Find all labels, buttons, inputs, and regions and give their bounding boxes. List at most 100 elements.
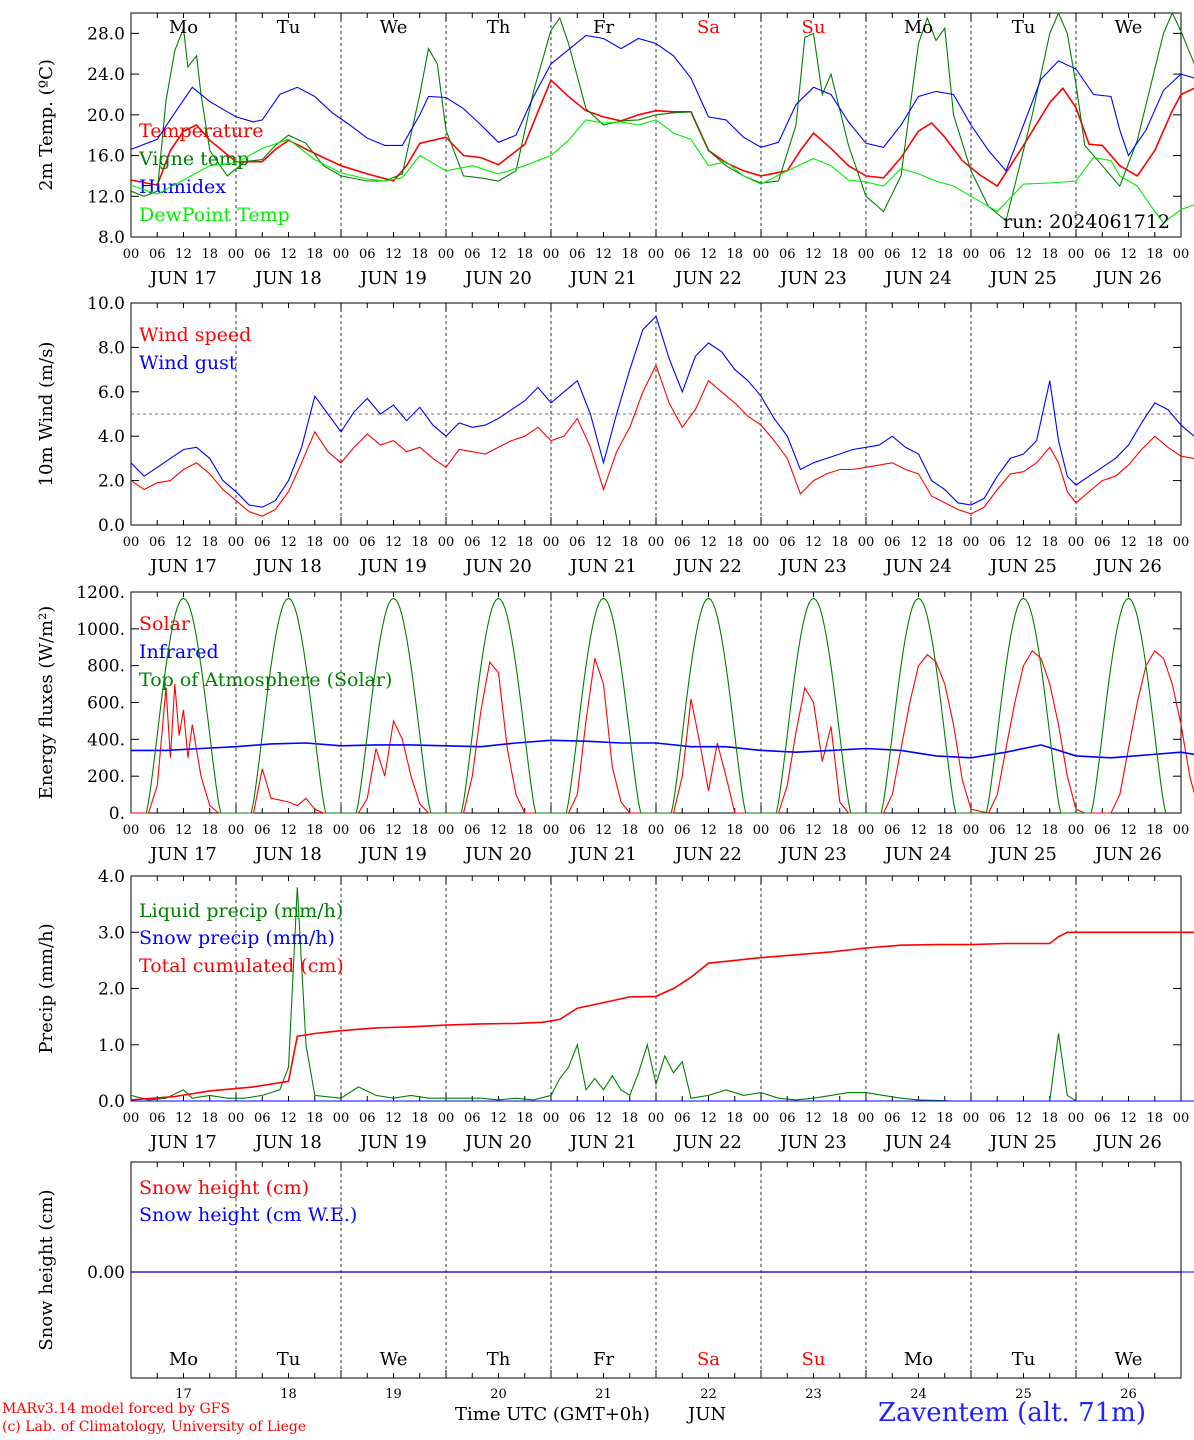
x-hour-label: 12	[175, 535, 192, 550]
legend-wind-gust: Wind gust	[139, 352, 237, 374]
x-hour-label: 00	[858, 823, 875, 838]
x-hour-label: 00	[1173, 1111, 1190, 1126]
x-hour-label: 18	[1041, 247, 1058, 262]
x-day-number: 26	[1120, 1387, 1137, 1402]
x-hour-label: 00	[543, 1111, 560, 1126]
x-hour-label: 18	[516, 247, 533, 262]
x-hour-label: 06	[359, 247, 376, 262]
x-hour-label: 06	[254, 535, 271, 550]
x-day-number: 21	[595, 1387, 612, 1402]
x-hour-label: 06	[989, 535, 1006, 550]
y-tick-label: 10.0	[87, 294, 125, 314]
x-hour-label: 18	[201, 823, 218, 838]
weekday-label: Tu	[1012, 1349, 1036, 1370]
legend-infrared: Infrared	[139, 641, 219, 663]
legend-snow-height-cm-w-e-: Snow height (cm W.E.)	[139, 1204, 357, 1226]
x-hour-label: 18	[306, 1111, 323, 1126]
x-hour-label: 18	[936, 535, 953, 550]
x-hour-label: 18	[621, 535, 638, 550]
x-hour-label: 06	[569, 1111, 586, 1126]
x-hour-label: 12	[175, 823, 192, 838]
x-date-label: JUN 24	[883, 556, 952, 577]
x-hour-label: 06	[254, 823, 271, 838]
legend-top-of-atmosphere-solar-: Top of Atmosphere (Solar)	[139, 669, 392, 691]
x-date-label: JUN 22	[673, 1132, 742, 1153]
x-hour-label: 06	[779, 823, 796, 838]
x-hour-label: 12	[385, 247, 402, 262]
x-date-label: JUN 25	[988, 1132, 1057, 1153]
y-axis-title: Snow height (cm)	[36, 1189, 57, 1350]
x-date-label: JUN 24	[883, 1132, 952, 1153]
weekday-label: We	[1115, 17, 1143, 38]
x-hour-label: 06	[464, 1111, 481, 1126]
x-date-label: JUN 24	[883, 268, 952, 289]
series-line-infrared	[131, 739, 1194, 759]
weekday-label: Sa	[697, 1349, 720, 1370]
x-hour-label: 06	[254, 1111, 271, 1126]
x-hour-label: 00	[753, 535, 770, 550]
y-tick-label: 0.0	[98, 1092, 125, 1112]
x-date-label: JUN 22	[673, 556, 742, 577]
x-hour-label: 18	[621, 823, 638, 838]
x-date-label: JUN 18	[253, 1132, 322, 1153]
x-hour-label: 06	[674, 535, 691, 550]
x-hour-label: 12	[595, 823, 612, 838]
x-hour-label: 06	[779, 247, 796, 262]
x-hour-label: 18	[1146, 535, 1163, 550]
x-date-label: JUN 25	[988, 556, 1057, 577]
x-hour-label: 18	[411, 247, 428, 262]
x-hour-label: 18	[201, 247, 218, 262]
weekday-label: We	[1115, 1349, 1143, 1370]
x-hour-label: 00	[1173, 823, 1190, 838]
legend-total-cumulated-cm-: Total cumulated (cm)	[139, 955, 344, 977]
y-tick-label: 2.0	[98, 472, 125, 492]
x-date-label: JUN 18	[253, 268, 322, 289]
weekday-label: Fr	[593, 1349, 614, 1370]
x-hour-label: 06	[884, 535, 901, 550]
y-axis-title: Energy fluxes (W/m²)	[36, 606, 57, 800]
x-hour-label: 12	[1015, 823, 1032, 838]
x-day-number: 18	[280, 1387, 297, 1402]
weekday-label: Mo	[169, 17, 198, 38]
y-axis-title: Precip (mm/h)	[36, 923, 57, 1053]
x-hour-label: 06	[464, 823, 481, 838]
legend-vigne-temp: Vigne temp	[138, 148, 249, 170]
x-hour-label: 00	[543, 823, 560, 838]
x-date-label: JUN 26	[1093, 1132, 1162, 1153]
weekday-label: Th	[487, 1349, 511, 1370]
x-hour-label: 12	[1120, 535, 1137, 550]
y-tick-label: 8.0	[98, 228, 125, 248]
x-hour-label: 12	[595, 247, 612, 262]
x-hour-label: 12	[595, 1111, 612, 1126]
weekday-label: Mo	[904, 1349, 933, 1370]
x-hour-label: 00	[228, 1111, 245, 1126]
x-hour-label: 18	[936, 823, 953, 838]
weekday-label: Su	[802, 1349, 826, 1370]
x-hour-label: 18	[1041, 535, 1058, 550]
y-tick-label: 0.00	[87, 1263, 125, 1283]
x-hour-label: 06	[149, 823, 166, 838]
x-date-label: JUN 20	[463, 1132, 532, 1153]
x-hour-label: 18	[621, 247, 638, 262]
x-hour-label: 06	[254, 247, 271, 262]
y-tick-label: 1000.	[76, 620, 125, 640]
x-date-label: JUN 17	[148, 268, 217, 289]
x-hour-label: 00	[648, 535, 665, 550]
x-hour-label: 06	[359, 1111, 376, 1126]
x-hour-label: 12	[595, 535, 612, 550]
x-hour-label: 12	[700, 535, 717, 550]
y-tick-label: 6.0	[98, 383, 125, 403]
x-hour-label: 00	[228, 247, 245, 262]
x-hour-label: 12	[1120, 247, 1137, 262]
y-tick-label: 2.0	[98, 980, 125, 1000]
x-hour-label: 00	[438, 535, 455, 550]
x-hour-label: 06	[1094, 823, 1111, 838]
x-hour-label: 12	[700, 823, 717, 838]
x-hour-label: 00	[543, 535, 560, 550]
x-hour-label: 18	[411, 535, 428, 550]
weekday-label: Tu	[277, 1349, 301, 1370]
weekday-label: Sa	[697, 17, 720, 38]
x-date-label: JUN 20	[463, 556, 532, 577]
x-date-label: JUN 22	[673, 268, 742, 289]
series-line-top-of-atmosphere-solar-	[145, 597, 1167, 814]
